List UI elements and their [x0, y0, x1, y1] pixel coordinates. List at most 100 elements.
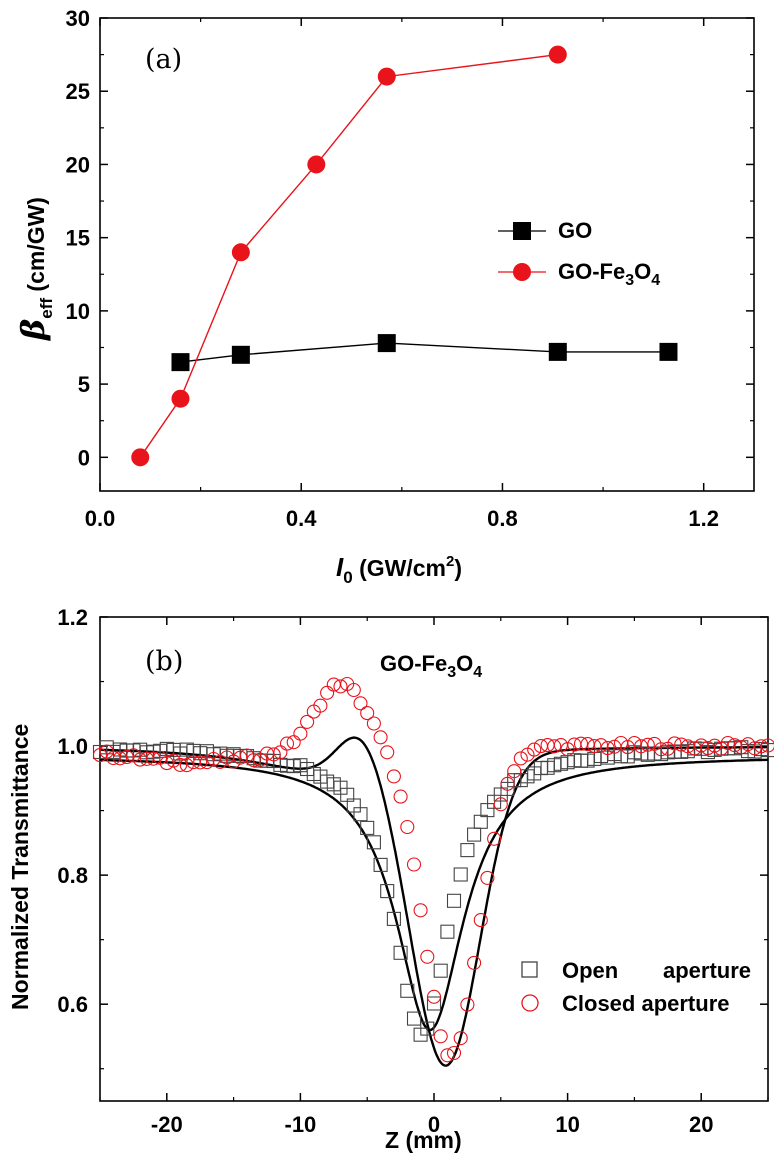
data-point-gofe3o4: [131, 448, 150, 467]
data-point-closed: [460, 997, 475, 1012]
data-point-closed: [246, 753, 261, 768]
data-point-closed: [166, 753, 181, 768]
axis-ticks-b: -20 -10 0 10 20 0.6 0.8 1.0 1.2: [57, 605, 769, 1137]
data-point-gofe3o4: [377, 67, 396, 86]
data-point-open: [353, 807, 368, 822]
series-line-go: [180, 342, 669, 363]
data-point-go: [171, 353, 190, 372]
data-point-go: [377, 334, 396, 353]
data-point-closed: [674, 737, 689, 752]
data-point-closed: [667, 736, 682, 751]
data-point-closed: [346, 682, 361, 698]
data-point-closed: [420, 949, 435, 964]
data-point-closed: [507, 764, 522, 779]
y-tick-label-a: 0: [78, 445, 90, 470]
x-tick-label-b: 20: [689, 1112, 713, 1137]
legend-label-go: GO: [558, 218, 592, 243]
y-axis-label-b: Normalized Transmittance: [7, 724, 33, 1010]
data-point-closed: [634, 739, 649, 754]
y-tick-label-a: 5: [78, 372, 90, 397]
data-point-open: [420, 1021, 435, 1036]
data-point-go: [231, 345, 250, 364]
legend-label-closed: Closed aperture: [562, 991, 730, 1016]
data-point-closed: [193, 755, 208, 770]
series-line-go-fe3o4: [139, 53, 558, 458]
data-point-open: [440, 924, 455, 939]
data-point-closed: [159, 756, 174, 771]
series-b: [92, 676, 774, 1067]
data-point-open: [760, 743, 774, 758]
data-point-closed: [467, 955, 482, 970]
data-point-closed: [587, 739, 602, 754]
data-point-closed: [627, 735, 642, 751]
chart-panel-a: 0.0 0.4 0.8 1.2 0 5 10 15 20 25 30 (a) GO GO-Fe3O4…: [14, 6, 755, 587]
y-tick-label-a: 20: [66, 152, 90, 177]
data-point-closed: [146, 751, 161, 766]
data-point-closed: [353, 696, 368, 711]
data-point-closed: [366, 716, 381, 731]
data-point-closed: [640, 737, 655, 752]
data-point-closed: [527, 742, 542, 757]
data-point-gofe3o4: [548, 45, 567, 64]
data-point-closed: [720, 735, 735, 751]
data-point-closed: [126, 748, 141, 763]
data-point-closed: [573, 736, 589, 751]
data-point-closed: [654, 742, 669, 757]
data-point-closed: [480, 870, 495, 885]
data-point-gofe3o4: [307, 155, 326, 174]
data-point-open: [386, 911, 401, 926]
data-point-closed: [300, 714, 315, 729]
legend-label-open-1: Open: [562, 958, 618, 983]
data-point-open: [366, 835, 381, 850]
data-point-closed: [487, 831, 502, 846]
panel-label-b: (b): [145, 646, 183, 677]
x-tick-label-b: -20: [151, 1112, 183, 1137]
axis-ticks-a: 0.0 0.4 0.8 1.2 0 5 10 15 20 25 30: [66, 6, 754, 531]
data-point-go: [548, 342, 567, 361]
y-axis-label-a: βeff (cm/GW): [14, 197, 56, 341]
data-point-open: [426, 996, 442, 1011]
data-point-closed: [600, 741, 615, 756]
data-point-open: [467, 827, 482, 842]
data-point-closed: [473, 913, 488, 928]
data-point-open: [373, 857, 388, 872]
data-point-closed: [266, 747, 281, 762]
data-point-closed: [393, 789, 408, 804]
data-point-closed: [440, 1048, 455, 1063]
chart-panel-b: -20 -10 0 10 20 0.6 0.8 1.0 1.2 (b) GO-Fe3O4 Ope…: [7, 605, 774, 1153]
data-point-closed: [547, 739, 562, 754]
data-point-go: [659, 342, 678, 361]
x-tick-label-a: 0.8: [487, 506, 518, 531]
data-point-closed: [433, 1029, 448, 1044]
data-point-open: [360, 820, 375, 835]
x-tick-label-b: 10: [555, 1112, 579, 1137]
data-point-closed: [406, 857, 422, 872]
legend-marker-closed: [521, 994, 539, 1012]
legend-marker-gofe3o4: [513, 263, 531, 281]
data-point-closed: [760, 738, 774, 753]
legend-marker-open: [521, 961, 538, 978]
y-tick-label-a: 15: [66, 226, 90, 251]
legend-b: Open aperture Closed aperture: [521, 958, 751, 1016]
x-tick-label-a: 1.2: [688, 506, 719, 531]
legend-label-gofe3o4: GO-Fe3O4: [558, 259, 660, 289]
fit-curve-open: [100, 758, 768, 1032]
data-point-open: [446, 893, 462, 908]
data-point-closed: [500, 776, 515, 791]
data-point-closed: [233, 750, 248, 765]
data-point-closed: [119, 749, 134, 765]
data-point-closed: [453, 1031, 468, 1046]
data-point-closed: [446, 1045, 462, 1061]
y-tick-label-b: 1.0: [57, 734, 88, 759]
x-tick-label-b: 0: [428, 1112, 440, 1137]
y-tick-label-a: 10: [66, 299, 90, 324]
data-point-closed: [313, 698, 328, 713]
data-point-closed: [373, 730, 388, 745]
legend-label-open-2: aperture: [663, 958, 751, 983]
data-point-closed: [593, 738, 609, 753]
x-axis-label-b: Z (mm): [385, 1127, 462, 1153]
data-point-closed: [320, 685, 335, 700]
chart-title-b: GO-Fe3O4: [380, 651, 482, 681]
panel-label-a: (a): [145, 44, 182, 75]
